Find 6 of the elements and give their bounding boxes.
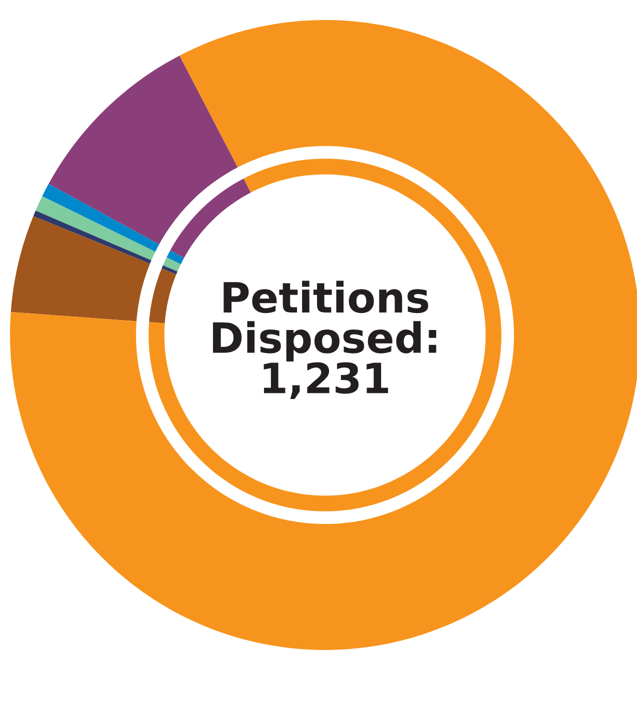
donut-slice (42, 184, 184, 264)
donut-slice (48, 56, 251, 258)
text: Petitions Disposed: 1,231 (212, 280, 436, 400)
donut-slice (10, 216, 176, 324)
donut-slice (36, 196, 181, 272)
donut-slice (33, 210, 178, 274)
